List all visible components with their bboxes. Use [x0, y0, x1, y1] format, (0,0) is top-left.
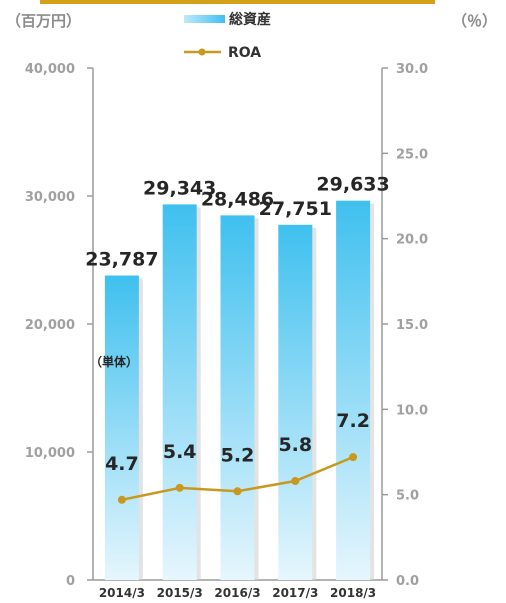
right-tick-label: 15.0 [396, 318, 428, 333]
roa-point [233, 487, 242, 496]
bar-value-label: 28,486 [201, 188, 274, 210]
bar [220, 215, 255, 580]
right-tick-label: 0.0 [396, 574, 419, 589]
roa-value-label: 7.2 [336, 410, 370, 432]
category-label: 2016/3 [214, 586, 260, 600]
left-tick-label: 10,000 [25, 446, 75, 461]
bar-value-label: 29,343 [143, 177, 216, 199]
right-axis-ticks: 0.0 5.0 10.0 15.0 20.0 25.0 30.0 [382, 62, 428, 589]
bar-value-label: 29,633 [316, 174, 389, 196]
legend: 総資産 ROA [184, 11, 271, 61]
left-tick-label: 20,000 [25, 318, 75, 333]
category-label: 2018/3 [330, 586, 376, 600]
left-unit-label: （百万円） [6, 12, 81, 30]
category-label: 2014/3 [99, 586, 145, 600]
right-tick-label: 25.0 [396, 147, 428, 162]
roa-point [117, 495, 126, 504]
annotation-note: （単体） [90, 354, 138, 369]
roa-point [291, 477, 300, 486]
roa-value-label: 5.8 [278, 434, 312, 456]
right-tick-label: 5.0 [396, 489, 419, 504]
bar-value-label: 23,787 [85, 249, 158, 271]
category-label: 2015/3 [157, 586, 203, 600]
category-label: 2017/3 [272, 586, 318, 600]
roa-value-label: 4.7 [105, 453, 139, 475]
bar [162, 204, 197, 580]
roa-series: 4.7 5.4 5.2 5.8 7.2 [105, 410, 370, 504]
left-tick-label: 30,000 [25, 190, 75, 205]
header-accent-bar [40, 0, 435, 4]
legend-bar-label: 総資産 [229, 11, 271, 28]
legend-bar-swatch [184, 15, 225, 23]
right-tick-label: 20.0 [396, 233, 428, 248]
bar [104, 275, 139, 580]
left-tick-label: 40,000 [25, 62, 75, 77]
roa-value-label: 5.4 [163, 441, 197, 463]
legend-line-marker [198, 48, 206, 56]
right-unit-label: （％） [452, 12, 497, 30]
legend-line-label: ROA [228, 45, 261, 61]
bar [336, 200, 371, 580]
right-tick-label: 30.0 [396, 62, 428, 77]
right-tick-label: 10.0 [396, 403, 428, 418]
left-axis-ticks: 0 10,000 20,000 30,000 40,000 [25, 62, 93, 589]
left-tick-label: 0 [66, 574, 75, 589]
bar [278, 224, 313, 580]
roa-point [175, 483, 184, 492]
bar-value-label: 27,751 [259, 198, 332, 220]
roa-value-label: 5.2 [221, 444, 255, 466]
category-labels: 2014/3 2015/3 2016/3 2017/3 2018/3 [99, 586, 376, 600]
roa-point [349, 453, 358, 462]
